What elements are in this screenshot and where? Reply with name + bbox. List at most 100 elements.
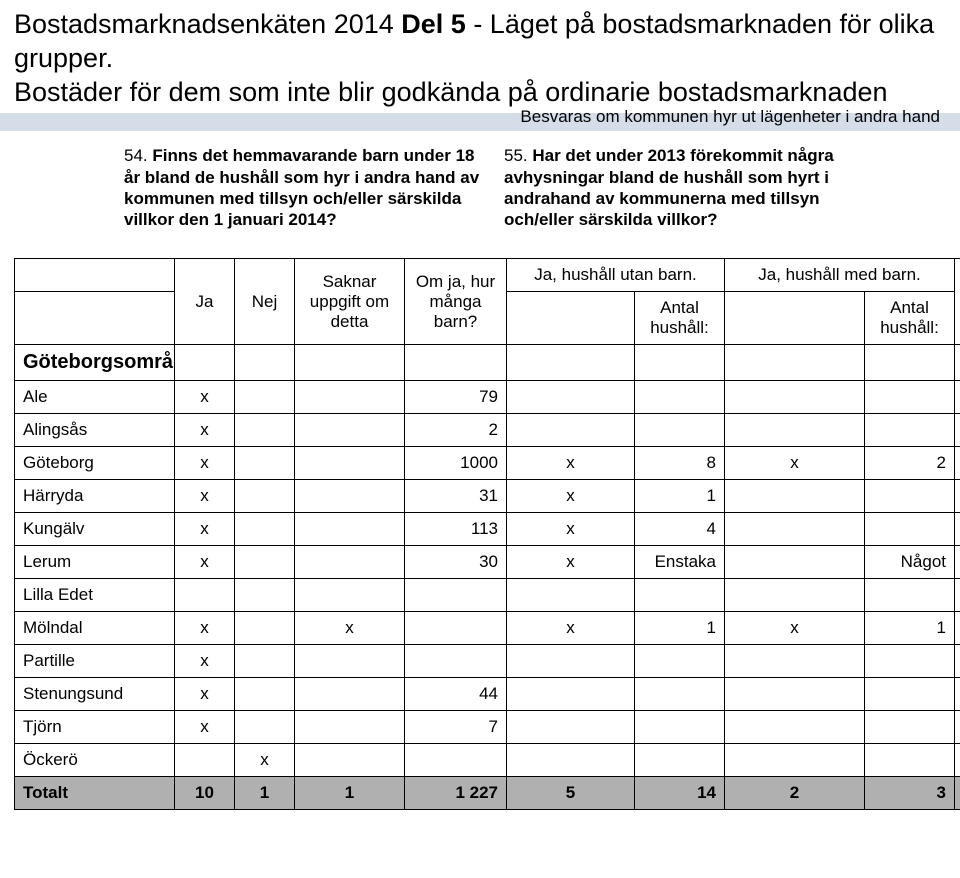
row-omja — [405, 645, 507, 678]
row-ja: x — [175, 546, 235, 579]
row-nej — [235, 414, 295, 447]
table-row: Tjörnx7 — [15, 711, 960, 744]
row-ja — [175, 579, 235, 612]
th-empty-utan — [507, 292, 635, 345]
row-antal-1: 4 — [635, 513, 725, 546]
total-ja-utan: 5 — [507, 777, 635, 810]
title-line2: Bostäder för dem som inte blir godkända … — [14, 77, 888, 107]
row-antal-1: 1 — [635, 480, 725, 513]
row-ja: x — [175, 381, 235, 414]
title-bold: Del 5 — [401, 9, 466, 39]
th-ja: Ja — [175, 259, 235, 345]
row-name: Tjörn — [15, 711, 175, 744]
row-nej2 — [955, 546, 960, 579]
row-nej — [235, 678, 295, 711]
row-omja — [405, 612, 507, 645]
row-ja-med: x — [725, 612, 865, 645]
section-empty — [295, 345, 405, 381]
row-saknar — [295, 513, 405, 546]
row-saknar — [295, 414, 405, 447]
row-name: Stenungsund — [15, 678, 175, 711]
data-table: Ja Nej Saknar uppgift om detta Om ja, hu… — [14, 258, 960, 810]
row-ja-med — [725, 381, 865, 414]
row-nej — [235, 579, 295, 612]
row-ja-utan — [507, 579, 635, 612]
row-saknar — [295, 645, 405, 678]
row-antal-1 — [635, 678, 725, 711]
table-row: Lerumx30xEnstakaNågot — [15, 546, 960, 579]
row-name: Lilla Edet — [15, 579, 175, 612]
table-row: Härrydax31x1 — [15, 480, 960, 513]
row-omja: 44 — [405, 678, 507, 711]
row-name: Ale — [15, 381, 175, 414]
th-antal-1: Antal hushåll: — [635, 292, 725, 345]
row-nej2 — [955, 612, 960, 645]
total-saknar: 1 — [295, 777, 405, 810]
row-saknar — [295, 744, 405, 777]
row-antal-2 — [865, 711, 955, 744]
section-row: Göteborgsområdet — [15, 345, 960, 381]
table-row: Partillexx — [15, 645, 960, 678]
row-omja: 113 — [405, 513, 507, 546]
row-antal-2: Något — [865, 546, 955, 579]
table-row: Öckeröxx — [15, 744, 960, 777]
total-omja: 1 227 — [405, 777, 507, 810]
row-ja: x — [175, 711, 235, 744]
row-saknar: x — [295, 612, 405, 645]
row-nej2: x — [955, 678, 960, 711]
question-54: 54. Finns det hemmavarande barn under 18… — [124, 145, 504, 230]
q54-num: 54. — [124, 146, 152, 165]
row-ja-med — [725, 546, 865, 579]
row-saknar — [295, 579, 405, 612]
row-nej2 — [955, 480, 960, 513]
row-antal-2 — [865, 579, 955, 612]
total-ja-med: 2 — [725, 777, 865, 810]
row-name: Göteborg — [15, 447, 175, 480]
row-omja: 31 — [405, 480, 507, 513]
row-ja: x — [175, 480, 235, 513]
row-ja: x — [175, 612, 235, 645]
row-name: Härryda — [15, 480, 175, 513]
table-row: Lilla Edet — [15, 579, 960, 612]
row-antal-2: 1 — [865, 612, 955, 645]
row-ja: x — [175, 678, 235, 711]
row-saknar — [295, 546, 405, 579]
row-ja-utan — [507, 711, 635, 744]
row-omja: 30 — [405, 546, 507, 579]
row-nej2 — [955, 414, 960, 447]
row-nej2: x — [955, 744, 960, 777]
row-ja-utan — [507, 381, 635, 414]
title-part1: Bostadsmarknadsenkäten 2014 — [14, 9, 401, 39]
row-saknar — [295, 480, 405, 513]
row-antal-2 — [865, 513, 955, 546]
row-ja-med — [725, 579, 865, 612]
row-saknar — [295, 447, 405, 480]
table-row: Alex79x — [15, 381, 960, 414]
q55-num: 55. — [504, 146, 532, 165]
row-ja-med: x — [725, 447, 865, 480]
row-name: Partille — [15, 645, 175, 678]
th-omja: Om ja, hur många barn? — [405, 259, 507, 345]
total-label: Totalt — [15, 777, 175, 810]
row-antal-1 — [635, 711, 725, 744]
row-nej2 — [955, 447, 960, 480]
row-nej2: x — [955, 381, 960, 414]
q55-text: Har det under 2013 förekommit några avhy… — [504, 146, 834, 229]
row-name: Alingsås — [15, 414, 175, 447]
header-row-1: Ja Nej Saknar uppgift om detta Om ja, hu… — [15, 259, 960, 292]
row-antal-1: 8 — [635, 447, 725, 480]
row-ja-utan: x — [507, 546, 635, 579]
row-antal-1 — [635, 414, 725, 447]
row-ja-utan — [507, 678, 635, 711]
row-name: Mölndal — [15, 612, 175, 645]
section-label: Göteborgsområdet — [15, 345, 175, 381]
row-omja: 79 — [405, 381, 507, 414]
section-empty — [635, 345, 725, 381]
section-empty — [725, 345, 865, 381]
row-omja: 2 — [405, 414, 507, 447]
row-ja-utan: x — [507, 612, 635, 645]
section-empty — [235, 345, 295, 381]
row-antal-2: 2 — [865, 447, 955, 480]
section-empty — [955, 345, 960, 381]
row-nej: x — [235, 744, 295, 777]
